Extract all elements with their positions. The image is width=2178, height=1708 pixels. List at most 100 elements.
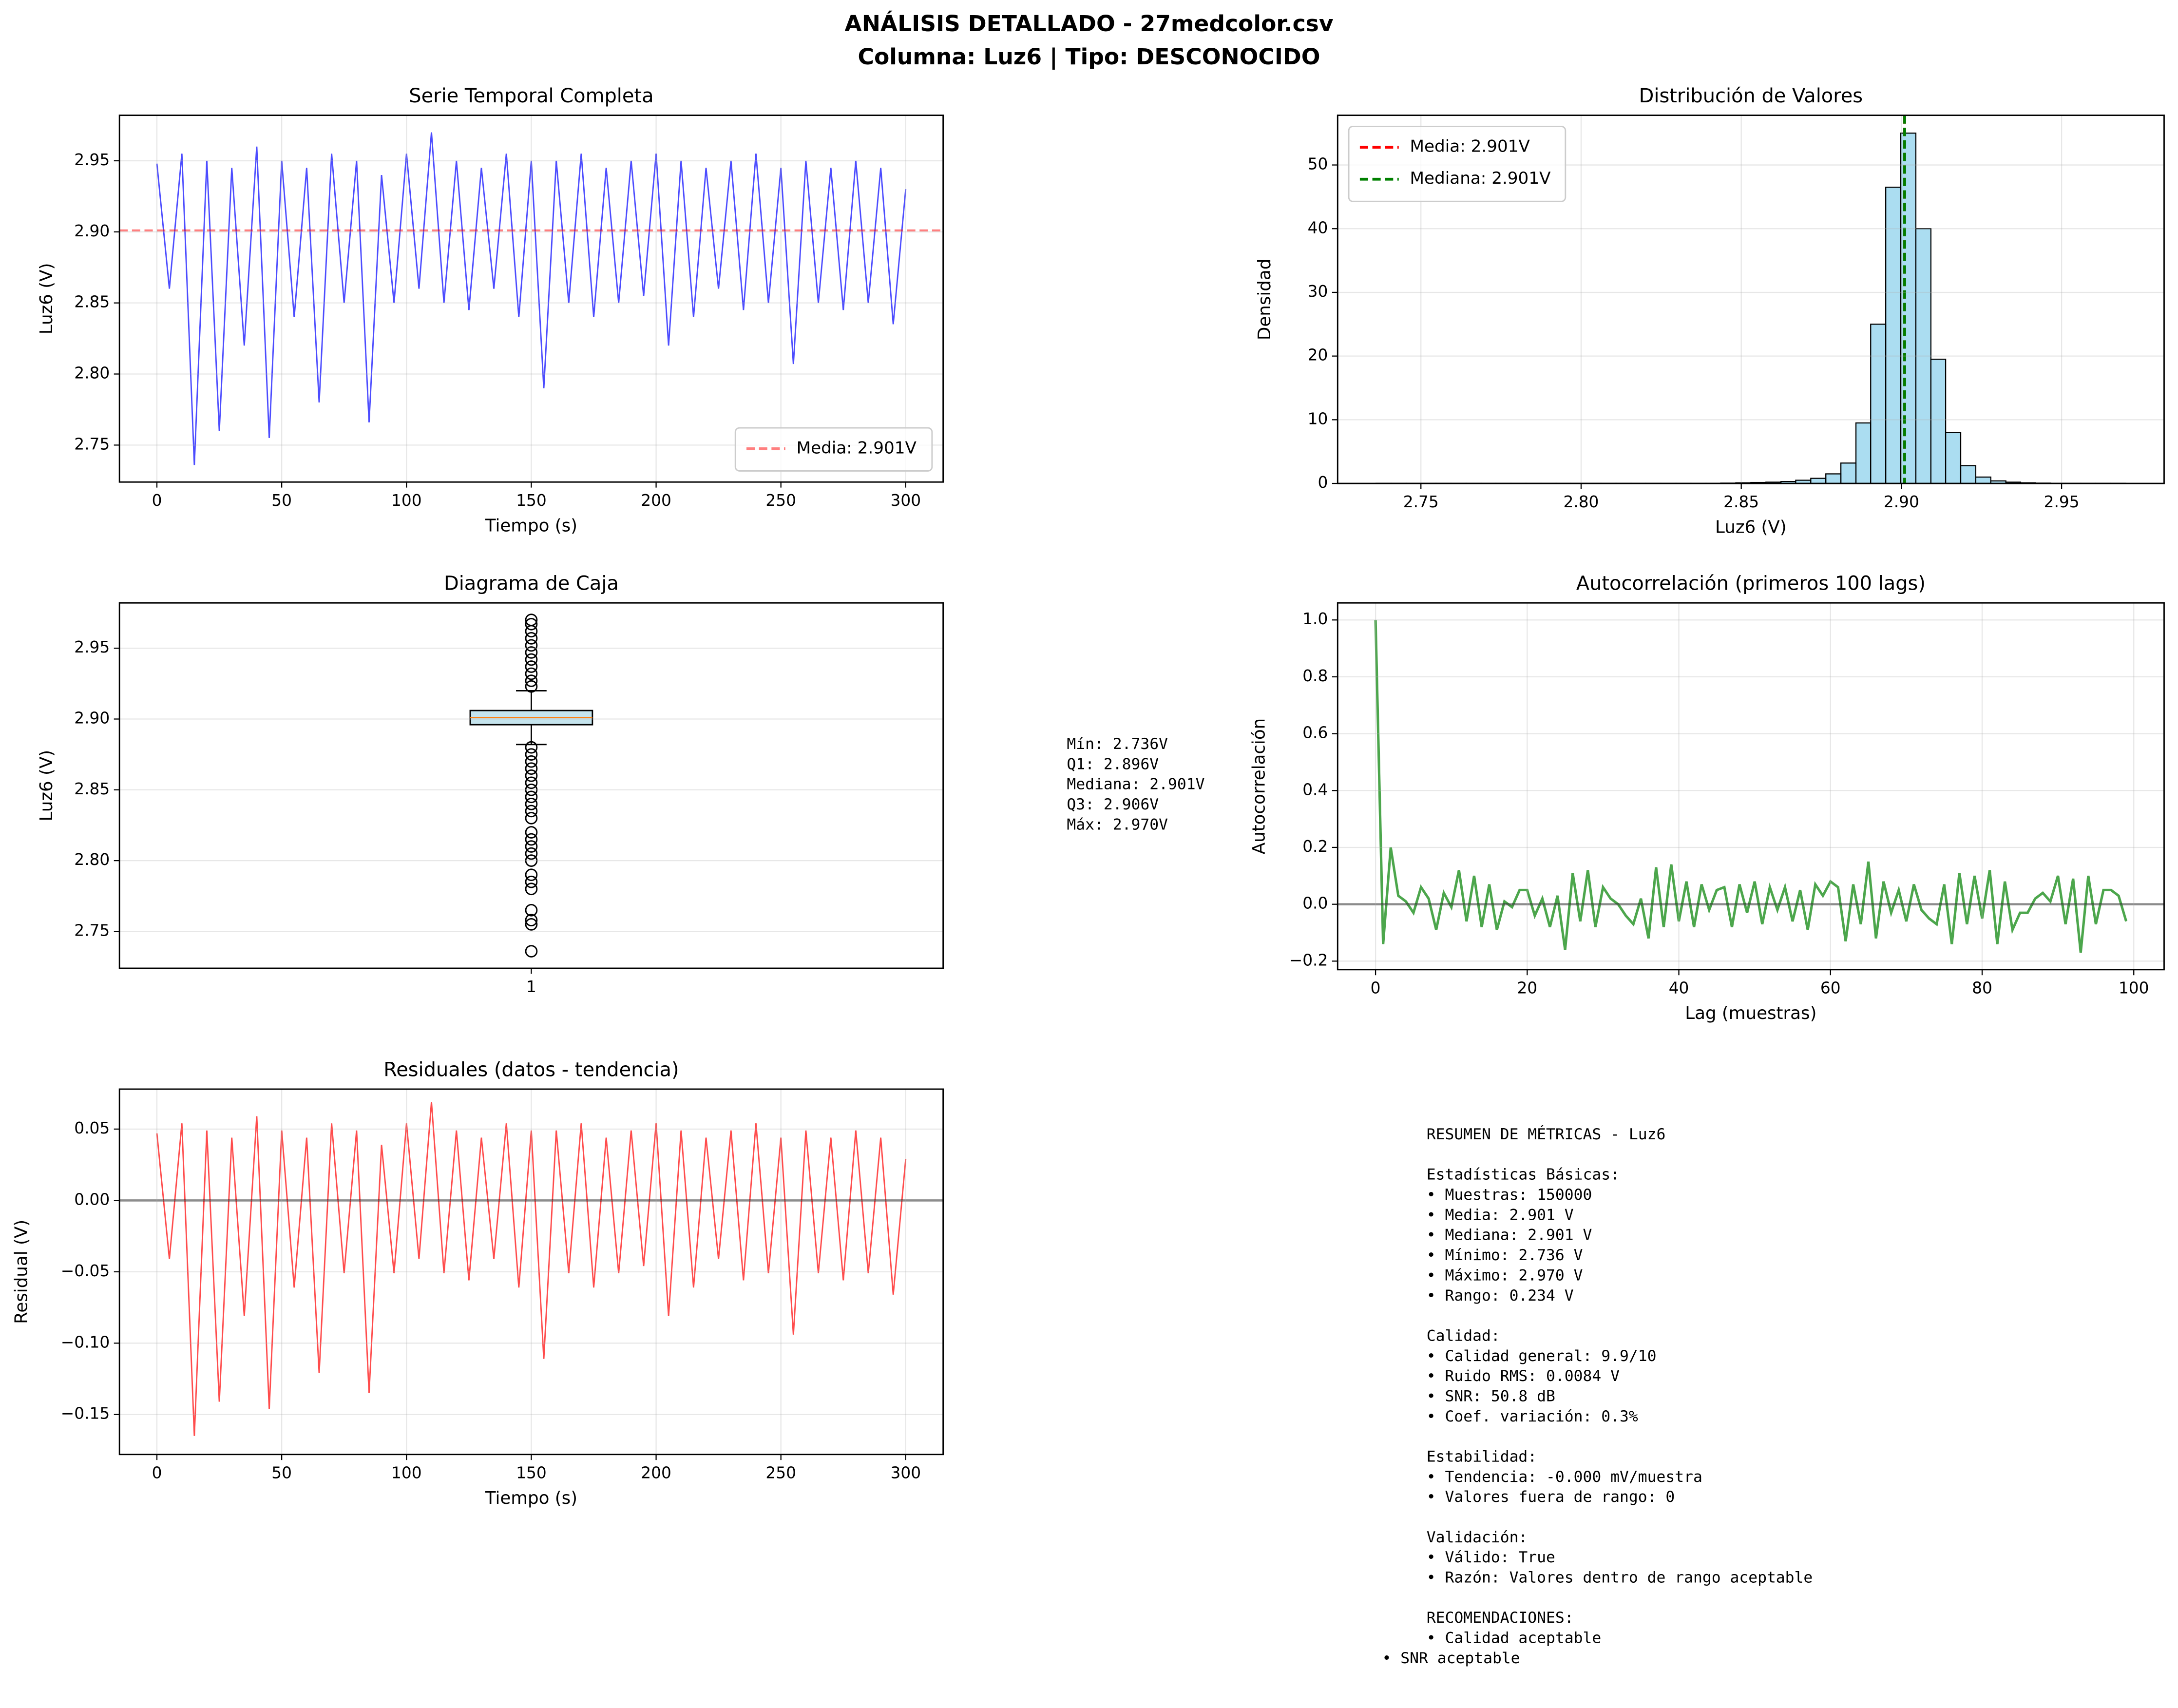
y-tick-label: 2.80 xyxy=(74,850,110,869)
y-tick-label: 2.95 xyxy=(74,638,110,656)
x-tick-label: 60 xyxy=(1820,979,1841,998)
bar xyxy=(1900,133,1917,484)
y-tick-label: 2.75 xyxy=(74,921,110,940)
y-tick-label: 30 xyxy=(1308,282,1328,301)
summary-heading: Calidad: xyxy=(1427,1327,1500,1344)
summary-line: • Mediana: 2.901 V xyxy=(1427,1227,1592,1244)
x-tick-label: 1 xyxy=(526,978,536,996)
x-tick-label: 100 xyxy=(391,1464,422,1482)
flier xyxy=(525,826,538,839)
y-tick-label: 0 xyxy=(1318,473,1328,492)
axes-frame xyxy=(1337,602,2165,971)
x-tick-label: 20 xyxy=(1517,979,1537,998)
legend-label: Mediana: 2.901V xyxy=(1410,169,1551,188)
summary-line: • Tendencia: -0.000 mV/muestra xyxy=(1427,1468,1702,1486)
data-line xyxy=(156,1102,907,1436)
legend-box xyxy=(1348,125,1567,202)
y-axis-label: Residual (V) xyxy=(12,1220,32,1324)
x-tick-label: 50 xyxy=(271,491,292,510)
flier xyxy=(525,660,538,673)
x-tick-label: 2.75 xyxy=(1403,493,1439,511)
flier xyxy=(525,769,538,782)
axis-title: Distribución de Valores xyxy=(1639,85,1863,107)
summary-line: • Media: 2.901 V xyxy=(1427,1206,1574,1224)
suptitle: Columna: Luz6 | Tipo: DESCONOCIDO xyxy=(858,44,1320,70)
x-tick-label: 200 xyxy=(641,491,671,510)
stats-text: Q1: 2.896V xyxy=(1067,755,1159,773)
axis-title: Residuales (datos - tendencia) xyxy=(383,1058,679,1081)
bar xyxy=(1810,478,1827,484)
bar xyxy=(1960,465,1977,484)
flier xyxy=(525,653,538,666)
flier xyxy=(525,805,538,818)
flier xyxy=(525,748,538,761)
x-tick-label: 50 xyxy=(271,1464,292,1482)
summary-title: RESUMEN DE MÉTRICAS - Luz6 xyxy=(1427,1125,1666,1143)
summary-heading: Estadísticas Básicas: xyxy=(1427,1166,1620,1184)
flier xyxy=(525,812,538,825)
y-tick-label: 0.4 xyxy=(1302,780,1328,799)
x-tick-label: 2.95 xyxy=(2044,493,2080,511)
summary-line: • Mínimo: 2.736 V xyxy=(1427,1247,1583,1264)
flier xyxy=(525,875,538,888)
x-axis-label: Lag (muestras) xyxy=(1685,1003,1816,1023)
y-axis-label: Luz6 (V) xyxy=(37,263,57,335)
x-axis-label: Luz6 (V) xyxy=(1715,517,1787,537)
flier xyxy=(525,798,538,810)
summary-line: • Coef. variación: 0.3% xyxy=(1427,1408,1638,1425)
summary-line: • SNR: 50.8 dB xyxy=(1427,1387,1555,1405)
summary-line: • Valores fuera de rango: 0 xyxy=(1427,1488,1675,1506)
flier xyxy=(525,868,538,882)
plot-area xyxy=(119,1102,943,1436)
flier xyxy=(525,680,538,693)
y-tick-label: 0.0 xyxy=(1302,894,1328,913)
axes-frame xyxy=(118,602,944,969)
y-tick-label: 10 xyxy=(1308,409,1328,428)
y-tick-label: 0.8 xyxy=(1302,667,1328,685)
summary-heading: RECOMENDACIONES: xyxy=(1427,1609,1574,1627)
flier xyxy=(525,904,538,917)
x-tick-label: 300 xyxy=(891,491,921,510)
x-tick-label: 2.85 xyxy=(1723,493,1759,511)
plot-area xyxy=(1337,620,2164,953)
flier xyxy=(525,614,538,626)
flier xyxy=(525,639,538,652)
bar xyxy=(1930,359,1947,484)
flier xyxy=(525,617,538,631)
x-axis-label: Tiempo (s) xyxy=(485,516,577,536)
flier xyxy=(525,667,538,680)
stats-text: Máx: 2.970V xyxy=(1067,816,1168,833)
flier xyxy=(525,741,538,754)
y-tick-label: 0.05 xyxy=(74,1119,110,1137)
suptitle: ANÁLISIS DETALLADO - 27medcolor.csv xyxy=(844,10,1333,37)
stats-text: Mín: 2.736V xyxy=(1067,735,1168,753)
flier xyxy=(525,646,538,659)
x-axis-label: Tiempo (s) xyxy=(485,1488,577,1508)
y-tick-label: 2.75 xyxy=(74,435,110,453)
summary-line: • Calidad general: 9.9/10 xyxy=(1427,1347,1657,1365)
x-tick-label: 100 xyxy=(2119,979,2149,998)
x-tick-label: 0 xyxy=(152,491,162,510)
axis-title: Diagrama de Caja xyxy=(444,573,619,595)
x-tick-label: 40 xyxy=(1669,979,1689,998)
y-tick-label: 0.6 xyxy=(1302,724,1328,742)
flier xyxy=(525,776,538,789)
y-tick-label: −0.10 xyxy=(61,1333,110,1351)
y-tick-label: 0.2 xyxy=(1302,837,1328,856)
flier xyxy=(525,847,538,860)
x-tick-label: 150 xyxy=(516,1464,547,1482)
axes-frame xyxy=(118,115,944,483)
summary-line: • Muestras: 150000 xyxy=(1427,1186,1592,1204)
flier xyxy=(525,790,538,804)
flier xyxy=(525,883,538,896)
y-tick-label: 20 xyxy=(1308,346,1328,365)
x-tick-label: 80 xyxy=(1972,979,1992,998)
plot-area xyxy=(119,132,943,465)
x-tick-label: 150 xyxy=(516,491,547,510)
summary-footer: • SNR aceptable xyxy=(1382,1650,1520,1667)
stats-text: Mediana: 2.901V xyxy=(1067,776,1204,793)
y-tick-label: 2.90 xyxy=(74,709,110,728)
bar xyxy=(1945,432,1962,484)
